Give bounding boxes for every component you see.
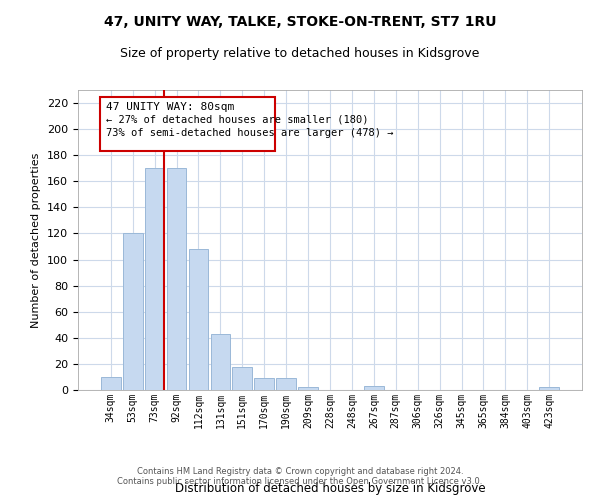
Bar [232,366,252,390]
Text: Distribution of detached houses by size in Kidsgrove: Distribution of detached houses by size … [175,482,485,495]
Bar [188,249,208,390]
Text: ← 27% of detached houses are smaller (180): ← 27% of detached houses are smaller (18… [106,115,369,125]
Bar [145,168,164,390]
Text: Contains HM Land Registry data © Crown copyright and database right 2024.: Contains HM Land Registry data © Crown c… [137,467,463,476]
Y-axis label: Number of detached properties: Number of detached properties [31,152,41,328]
Text: Contains public sector information licensed under the Open Government Licence v3: Contains public sector information licen… [118,477,482,486]
Bar [276,378,296,390]
Text: 47, UNITY WAY, TALKE, STOKE-ON-TRENT, ST7 1RU: 47, UNITY WAY, TALKE, STOKE-ON-TRENT, ST… [104,15,496,29]
Bar [123,234,143,390]
FancyBboxPatch shape [100,96,275,152]
Bar [539,388,559,390]
Bar [254,378,274,390]
Text: Size of property relative to detached houses in Kidsgrove: Size of property relative to detached ho… [121,48,479,60]
Bar [298,388,318,390]
Bar [364,386,384,390]
Bar [101,377,121,390]
Text: 73% of semi-detached houses are larger (478) →: 73% of semi-detached houses are larger (… [106,128,394,138]
Text: 47 UNITY WAY: 80sqm: 47 UNITY WAY: 80sqm [106,102,235,112]
Bar [167,168,187,390]
Bar [211,334,230,390]
